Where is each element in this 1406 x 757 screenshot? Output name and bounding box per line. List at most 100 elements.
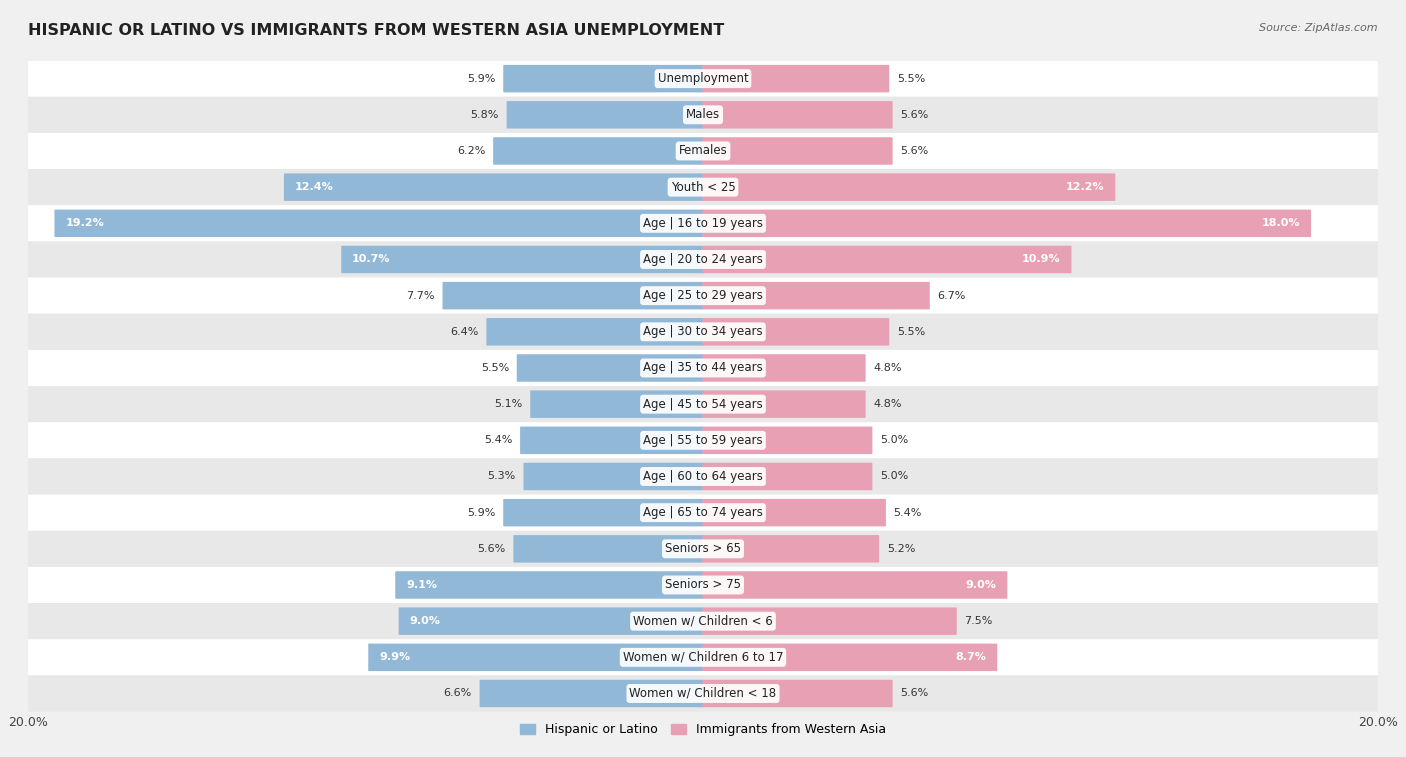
Text: 8.7%: 8.7% <box>956 653 987 662</box>
Text: Age | 16 to 19 years: Age | 16 to 19 years <box>643 217 763 230</box>
FancyBboxPatch shape <box>28 133 1378 169</box>
Text: 9.9%: 9.9% <box>380 653 411 662</box>
FancyBboxPatch shape <box>486 318 703 345</box>
Text: 7.5%: 7.5% <box>965 616 993 626</box>
Text: Youth < 25: Youth < 25 <box>671 181 735 194</box>
FancyBboxPatch shape <box>28 675 1378 712</box>
Text: 7.7%: 7.7% <box>406 291 434 301</box>
Text: 5.4%: 5.4% <box>484 435 512 445</box>
Text: Women w/ Children < 18: Women w/ Children < 18 <box>630 687 776 700</box>
FancyBboxPatch shape <box>703 101 893 129</box>
FancyBboxPatch shape <box>28 603 1378 639</box>
Text: 12.2%: 12.2% <box>1066 182 1105 192</box>
FancyBboxPatch shape <box>503 65 703 92</box>
FancyBboxPatch shape <box>703 643 997 671</box>
FancyBboxPatch shape <box>342 246 703 273</box>
Text: 4.8%: 4.8% <box>873 399 901 409</box>
Text: 5.9%: 5.9% <box>467 508 495 518</box>
Text: Age | 35 to 44 years: Age | 35 to 44 years <box>643 362 763 375</box>
Text: 5.2%: 5.2% <box>887 544 915 554</box>
FancyBboxPatch shape <box>703 282 929 310</box>
FancyBboxPatch shape <box>55 210 703 237</box>
Text: 5.8%: 5.8% <box>471 110 499 120</box>
FancyBboxPatch shape <box>284 173 703 201</box>
FancyBboxPatch shape <box>368 643 703 671</box>
FancyBboxPatch shape <box>703 173 1115 201</box>
FancyBboxPatch shape <box>395 572 703 599</box>
FancyBboxPatch shape <box>703 137 893 165</box>
Text: 5.6%: 5.6% <box>900 146 928 156</box>
Text: HISPANIC OR LATINO VS IMMIGRANTS FROM WESTERN ASIA UNEMPLOYMENT: HISPANIC OR LATINO VS IMMIGRANTS FROM WE… <box>28 23 724 38</box>
FancyBboxPatch shape <box>28 313 1378 350</box>
FancyBboxPatch shape <box>703 680 893 707</box>
FancyBboxPatch shape <box>28 241 1378 278</box>
FancyBboxPatch shape <box>703 463 872 491</box>
Text: 5.9%: 5.9% <box>467 73 495 83</box>
Text: Age | 55 to 59 years: Age | 55 to 59 years <box>643 434 763 447</box>
FancyBboxPatch shape <box>28 422 1378 459</box>
FancyBboxPatch shape <box>28 97 1378 133</box>
FancyBboxPatch shape <box>28 567 1378 603</box>
FancyBboxPatch shape <box>523 463 703 491</box>
Text: Source: ZipAtlas.com: Source: ZipAtlas.com <box>1260 23 1378 33</box>
Text: 9.0%: 9.0% <box>409 616 440 626</box>
FancyBboxPatch shape <box>28 531 1378 567</box>
Text: 5.5%: 5.5% <box>897 327 925 337</box>
Text: Unemployment: Unemployment <box>658 72 748 85</box>
Text: Age | 25 to 29 years: Age | 25 to 29 years <box>643 289 763 302</box>
FancyBboxPatch shape <box>703 318 889 345</box>
Text: Age | 45 to 54 years: Age | 45 to 54 years <box>643 397 763 410</box>
FancyBboxPatch shape <box>520 427 703 454</box>
FancyBboxPatch shape <box>703 427 872 454</box>
FancyBboxPatch shape <box>703 65 889 92</box>
FancyBboxPatch shape <box>703 607 956 635</box>
Text: 9.1%: 9.1% <box>406 580 437 590</box>
Legend: Hispanic or Latino, Immigrants from Western Asia: Hispanic or Latino, Immigrants from West… <box>516 718 890 741</box>
Text: 10.9%: 10.9% <box>1022 254 1060 264</box>
Text: 5.0%: 5.0% <box>880 472 908 481</box>
Text: Age | 30 to 34 years: Age | 30 to 34 years <box>643 326 763 338</box>
FancyBboxPatch shape <box>503 499 703 526</box>
Text: Males: Males <box>686 108 720 121</box>
FancyBboxPatch shape <box>494 137 703 165</box>
FancyBboxPatch shape <box>517 354 703 382</box>
Text: Females: Females <box>679 145 727 157</box>
FancyBboxPatch shape <box>399 607 703 635</box>
Text: 5.5%: 5.5% <box>897 73 925 83</box>
Text: Women w/ Children < 6: Women w/ Children < 6 <box>633 615 773 628</box>
FancyBboxPatch shape <box>28 169 1378 205</box>
Text: 5.0%: 5.0% <box>880 435 908 445</box>
FancyBboxPatch shape <box>513 535 703 562</box>
FancyBboxPatch shape <box>703 572 1007 599</box>
Text: 9.0%: 9.0% <box>966 580 997 590</box>
FancyBboxPatch shape <box>28 494 1378 531</box>
FancyBboxPatch shape <box>28 61 1378 97</box>
Text: Seniors > 65: Seniors > 65 <box>665 542 741 556</box>
FancyBboxPatch shape <box>703 535 879 562</box>
Text: Women w/ Children 6 to 17: Women w/ Children 6 to 17 <box>623 651 783 664</box>
Text: 5.6%: 5.6% <box>900 689 928 699</box>
Text: 5.6%: 5.6% <box>478 544 506 554</box>
Text: 5.6%: 5.6% <box>900 110 928 120</box>
FancyBboxPatch shape <box>443 282 703 310</box>
FancyBboxPatch shape <box>28 459 1378 494</box>
FancyBboxPatch shape <box>479 680 703 707</box>
FancyBboxPatch shape <box>28 278 1378 313</box>
FancyBboxPatch shape <box>530 391 703 418</box>
Text: 5.5%: 5.5% <box>481 363 509 373</box>
Text: 18.0%: 18.0% <box>1261 218 1301 229</box>
FancyBboxPatch shape <box>703 499 886 526</box>
Text: 6.6%: 6.6% <box>444 689 472 699</box>
FancyBboxPatch shape <box>703 354 866 382</box>
Text: 6.4%: 6.4% <box>450 327 478 337</box>
Text: 6.2%: 6.2% <box>457 146 485 156</box>
Text: 5.4%: 5.4% <box>894 508 922 518</box>
FancyBboxPatch shape <box>28 350 1378 386</box>
Text: 5.3%: 5.3% <box>488 472 516 481</box>
FancyBboxPatch shape <box>28 205 1378 241</box>
Text: 10.7%: 10.7% <box>352 254 391 264</box>
Text: Age | 65 to 74 years: Age | 65 to 74 years <box>643 506 763 519</box>
Text: Age | 60 to 64 years: Age | 60 to 64 years <box>643 470 763 483</box>
Text: 19.2%: 19.2% <box>65 218 104 229</box>
Text: Age | 20 to 24 years: Age | 20 to 24 years <box>643 253 763 266</box>
